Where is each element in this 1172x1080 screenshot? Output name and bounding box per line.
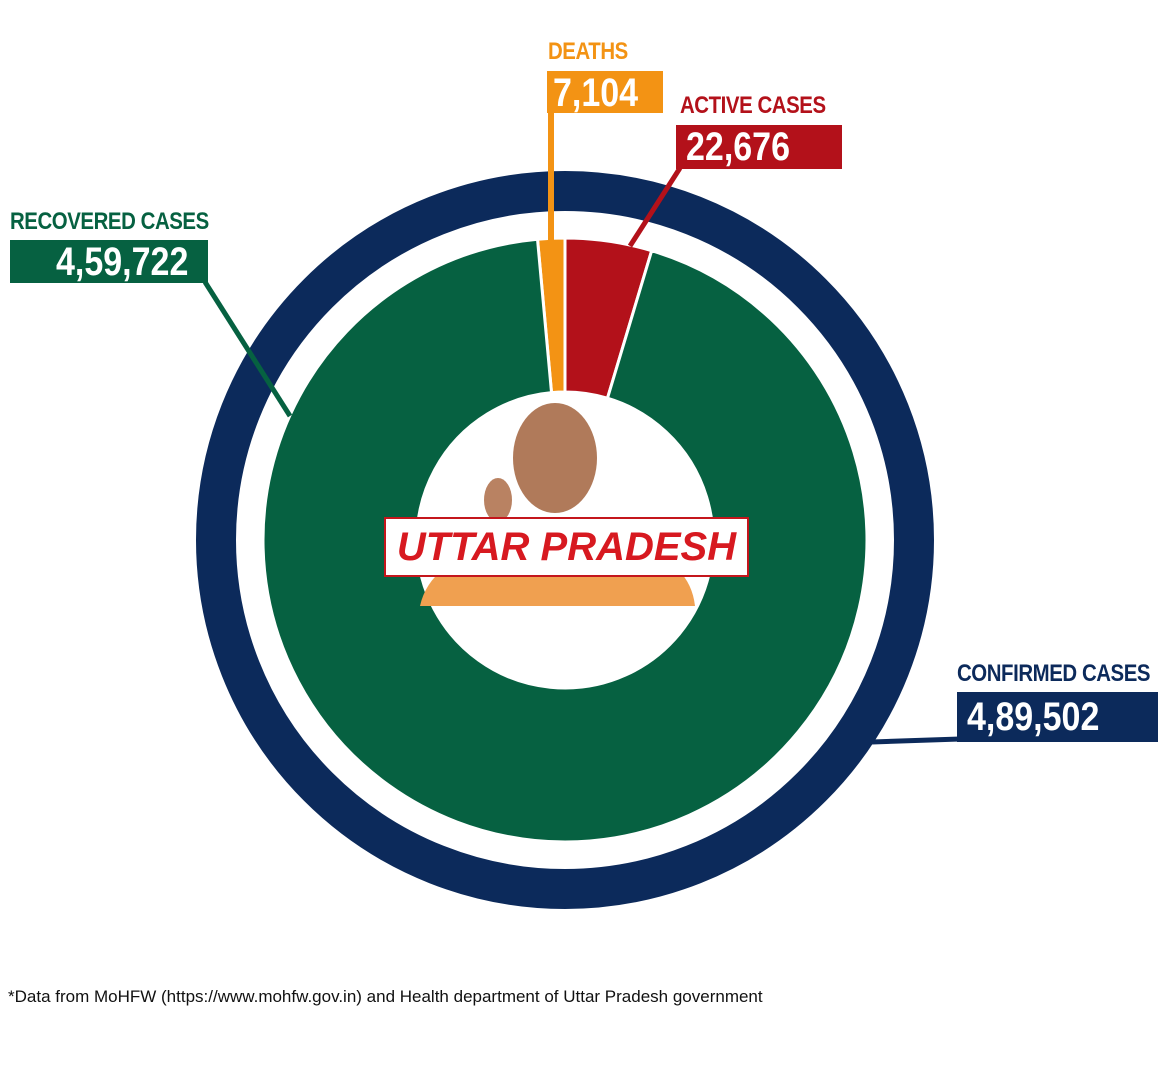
confirmed-ring	[196, 171, 934, 909]
recovered-cases-label: RECOVERED CASES	[10, 208, 209, 235]
recovered-cases-value: 4,59,722	[10, 240, 208, 284]
footnote: *Data from MoHFW (https://www.mohfw.gov.…	[8, 987, 763, 1006]
deaths-label: DEATHS	[548, 38, 628, 65]
center-state-label: UTTAR PRADESH	[384, 517, 749, 577]
recovered-cases-leader-line	[202, 280, 293, 418]
slice-recovered-cases	[261, 237, 869, 844]
confirmed-cases-value: 4,89,502	[957, 692, 1158, 742]
active-cases-value: 22,676	[676, 125, 842, 169]
portrait-face	[513, 403, 597, 513]
confirmed-cases-label: CONFIRMED CASES	[957, 660, 1151, 687]
deaths-value: 7,104	[547, 71, 663, 115]
portrait-hand	[484, 478, 512, 522]
active-cases-label: ACTIVE CASES	[680, 92, 826, 119]
active-cases-leader-line	[627, 166, 683, 248]
confirmed-cases-leader-line	[871, 736, 961, 745]
